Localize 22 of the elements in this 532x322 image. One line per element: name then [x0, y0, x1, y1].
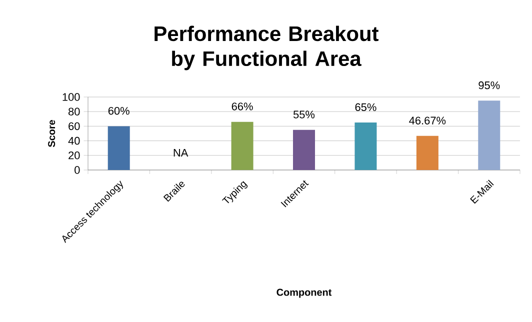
y-axis-title: Score	[48, 120, 56, 148]
bar	[108, 126, 130, 170]
data-label: 66%	[232, 102, 253, 110]
y-tick-label: 80	[68, 108, 80, 116]
bar	[478, 100, 500, 170]
bar	[231, 122, 254, 170]
y-tick-label: 60	[68, 122, 80, 130]
bar	[354, 122, 377, 170]
y-tick-label: 100	[62, 93, 80, 101]
text: NA	[174, 148, 188, 157]
bar	[416, 136, 438, 170]
bar	[293, 130, 315, 170]
chart-title: Performance Breakout by Functional Area	[154, 26, 379, 70]
x-axis-title: Component	[276, 288, 332, 298]
data-label: 65%	[355, 103, 376, 112]
data-label: 46.67%	[409, 116, 446, 124]
data-label: 95%	[478, 81, 500, 90]
data-label: 60%	[108, 106, 130, 115]
data-label: 55%	[293, 110, 315, 118]
y-tick-label: 0	[74, 166, 80, 174]
y-tick-label: 20	[68, 152, 80, 160]
y-tick-label: 40	[68, 136, 80, 145]
